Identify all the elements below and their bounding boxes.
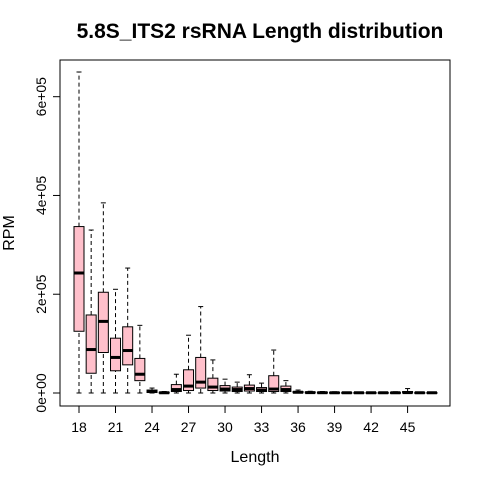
box-body bbox=[85, 314, 97, 374]
x-axis: 18 21 24 27 30 33 36 39 42 45 bbox=[71, 405, 416, 435]
box-body bbox=[268, 375, 280, 393]
box-22 bbox=[122, 267, 134, 394]
box-44 bbox=[389, 391, 401, 395]
box-25 bbox=[158, 391, 170, 395]
y-tick-label: 2e+05 bbox=[33, 274, 49, 314]
box-31 bbox=[231, 381, 243, 394]
box-23 bbox=[134, 324, 146, 394]
box-39 bbox=[329, 391, 341, 395]
x-tick-label: 30 bbox=[217, 419, 233, 435]
box-47 bbox=[426, 391, 438, 395]
y-tick-label: 4e+05 bbox=[33, 176, 49, 216]
box-19 bbox=[85, 229, 97, 394]
box-41 bbox=[353, 391, 365, 395]
box-body bbox=[110, 337, 122, 372]
box-29 bbox=[207, 359, 219, 394]
box-26 bbox=[170, 373, 182, 394]
x-tick-label: 27 bbox=[181, 419, 197, 435]
x-tick-label: 36 bbox=[290, 419, 306, 435]
box-46 bbox=[414, 391, 426, 395]
box-20 bbox=[97, 202, 109, 394]
x-tick-label: 24 bbox=[144, 419, 160, 435]
box-18 bbox=[73, 71, 85, 394]
box-35 bbox=[280, 380, 292, 394]
boxes-layer bbox=[73, 71, 438, 395]
box-45 bbox=[402, 388, 414, 395]
box-34 bbox=[268, 349, 280, 394]
x-tick-label: 45 bbox=[400, 419, 416, 435]
chart-title: 5.8S_ITS2 rsRNA Length distribution bbox=[77, 20, 444, 43]
box-27 bbox=[183, 334, 195, 394]
box-38 bbox=[316, 391, 328, 395]
box-43 bbox=[377, 391, 389, 395]
x-tick-label: 18 bbox=[71, 419, 87, 435]
box-body bbox=[122, 326, 134, 366]
box-21 bbox=[110, 288, 122, 394]
box-37 bbox=[304, 390, 316, 395]
x-axis-label: Length bbox=[231, 449, 280, 466]
box-24 bbox=[146, 387, 158, 394]
box-42 bbox=[365, 391, 377, 395]
box-36 bbox=[292, 389, 304, 394]
box-40 bbox=[341, 391, 353, 395]
box-body bbox=[183, 369, 195, 392]
box-28 bbox=[195, 306, 207, 394]
y-tick-label: 6e+05 bbox=[33, 77, 49, 117]
y-axis: 0e+00 2e+05 4e+05 6e+05 bbox=[33, 77, 61, 413]
x-tick-label: 42 bbox=[363, 419, 379, 435]
box-30 bbox=[219, 378, 231, 394]
x-tick-label: 33 bbox=[254, 419, 270, 435]
y-axis-label: RPM bbox=[1, 215, 18, 251]
box-body bbox=[134, 357, 146, 382]
box-32 bbox=[243, 374, 255, 394]
box-body bbox=[195, 356, 207, 389]
x-tick-label: 21 bbox=[108, 419, 124, 435]
box-body bbox=[73, 226, 85, 332]
box-body bbox=[207, 377, 219, 392]
y-tick-label: 0e+00 bbox=[33, 373, 49, 413]
x-tick-label: 39 bbox=[327, 419, 343, 435]
box-33 bbox=[256, 382, 268, 394]
